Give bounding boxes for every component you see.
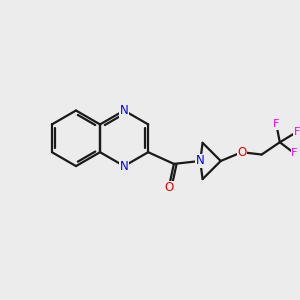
Text: N: N <box>196 154 205 167</box>
Text: F: F <box>294 127 300 137</box>
Text: N: N <box>120 104 128 117</box>
Text: O: O <box>237 146 246 159</box>
Text: N: N <box>120 160 128 172</box>
Text: F: F <box>273 119 280 129</box>
Text: F: F <box>291 148 298 158</box>
Text: O: O <box>164 182 173 194</box>
